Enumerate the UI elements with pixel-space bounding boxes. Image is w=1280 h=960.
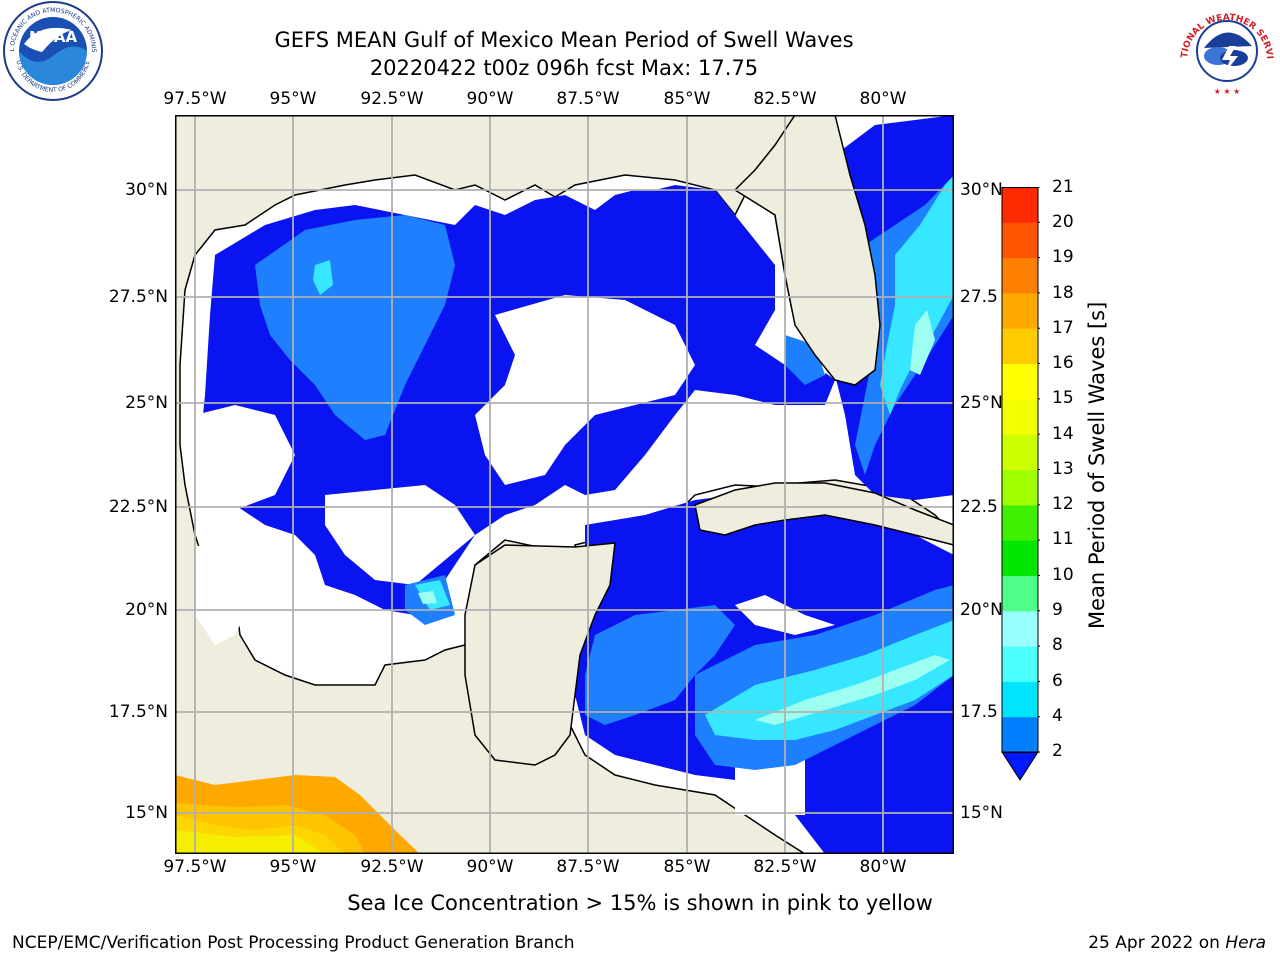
colorbar-tick: 14 bbox=[1052, 424, 1074, 444]
map-subtitle: 20220422 t00z 096h fcst Max: 17.75 bbox=[369, 56, 759, 80]
colorbar-extend-arrow bbox=[1001, 751, 1039, 781]
colorbar-labels: 21 20 19 18 17 16 15 14 13 12 11 10 9 8 … bbox=[1052, 177, 1102, 783]
lat-label-left: 30°N bbox=[125, 180, 168, 200]
colorbar-tick: 20 bbox=[1052, 212, 1074, 232]
graticule bbox=[175, 115, 954, 854]
colorbar-segment bbox=[1002, 469, 1038, 506]
colorbar-segment bbox=[1002, 504, 1038, 541]
lat-label-right: 27.5 bbox=[960, 287, 998, 307]
colorbar-tick: 15 bbox=[1052, 388, 1074, 408]
map-panel bbox=[175, 115, 954, 854]
florida-land bbox=[733, 115, 881, 386]
lat-label-right: 20°N bbox=[960, 600, 1003, 620]
lon-label-top: 85°W bbox=[663, 89, 711, 109]
yucatan-land bbox=[464, 542, 616, 766]
colorbar-segment bbox=[1002, 610, 1038, 647]
lon-label-bottom: 87.5°W bbox=[556, 857, 620, 877]
lon-label-bottom: 82.5°W bbox=[753, 857, 817, 877]
sea-ice-note: Sea Ice Concentration > 15% is shown in … bbox=[347, 891, 933, 915]
svg-text:★ ★ ★: ★ ★ ★ bbox=[1214, 87, 1241, 96]
sea-ice-lightorange bbox=[175, 803, 365, 854]
lat-label-right: 30°N bbox=[960, 180, 1003, 200]
lon-label-bottom: 80°W bbox=[859, 857, 907, 877]
noaa-logo: NATIONAL OCEANIC AND ATMOSPHERIC ADMINIS… bbox=[2, 0, 104, 102]
footer-host: Hera bbox=[1225, 933, 1266, 953]
cuba-land bbox=[694, 482, 954, 546]
colorbar-segment bbox=[1002, 257, 1038, 294]
lat-label-left: 17.5°N bbox=[108, 702, 168, 722]
colorbar-segment bbox=[1002, 646, 1038, 682]
colorbar-tick: 13 bbox=[1052, 459, 1074, 479]
lat-label-right: 15°N bbox=[960, 803, 1003, 823]
colorbar-segment bbox=[1002, 187, 1038, 223]
colorbar-segment bbox=[1002, 292, 1038, 329]
colorbar-tick: 11 bbox=[1052, 529, 1074, 549]
colorbar-segment bbox=[1002, 398, 1038, 435]
colorbar-segment bbox=[1002, 434, 1038, 470]
colorbar-segment bbox=[1002, 575, 1038, 612]
colorbar-segment bbox=[1002, 222, 1038, 259]
colorbar-tick: 2 bbox=[1052, 741, 1063, 761]
colorbar-tick: 6 bbox=[1052, 671, 1063, 691]
colorbar-tick: 21 bbox=[1052, 177, 1074, 197]
lat-label-left: 22.5°N bbox=[108, 497, 168, 517]
lon-label-top: 95°W bbox=[269, 89, 317, 109]
lon-label-top: 92.5°W bbox=[360, 89, 424, 109]
lon-label-bottom: 85°W bbox=[663, 857, 711, 877]
colorbar-segment bbox=[1002, 363, 1038, 400]
footer-credit: NCEP/EMC/Verification Post Processing Pr… bbox=[12, 933, 575, 953]
lat-label-right: 25°N bbox=[960, 393, 1003, 413]
lat-label-left: 20°N bbox=[125, 600, 168, 620]
lon-label-top: 90°W bbox=[466, 89, 514, 109]
colorbar-title: Mean Period of Swell Waves [s] bbox=[1085, 301, 1109, 629]
lat-label-right: 17.5 bbox=[960, 702, 998, 722]
colorbar-tick: 18 bbox=[1052, 283, 1074, 303]
colorbar-tick: 19 bbox=[1052, 247, 1074, 267]
lon-label-bottom: 92.5°W bbox=[360, 857, 424, 877]
colorbar bbox=[1000, 187, 1040, 783]
map-frame bbox=[175, 115, 954, 854]
colorbar-tick: 12 bbox=[1052, 494, 1074, 514]
colorbar-segment bbox=[1002, 328, 1038, 365]
footer-date: 25 Apr 2022 on Hera bbox=[1088, 933, 1266, 953]
colorbar-segment bbox=[1002, 716, 1038, 753]
footer-date-text: 25 Apr 2022 on bbox=[1088, 933, 1226, 953]
nws-logo: NATIONAL WEATHER SERVICE ★ ★ ★ bbox=[1176, 0, 1278, 102]
colorbar-segment bbox=[1002, 540, 1038, 576]
colorbar-svg bbox=[1001, 187, 1040, 781]
colorbar-tick: 16 bbox=[1052, 353, 1074, 373]
colorbar-tick: 10 bbox=[1052, 565, 1074, 585]
colorbar-tick: 17 bbox=[1052, 318, 1074, 338]
lon-label-top: 82.5°W bbox=[753, 89, 817, 109]
lon-label-bottom: 90°W bbox=[466, 857, 514, 877]
lat-label-left: 27.5°N bbox=[108, 287, 168, 307]
lon-label-top: 80°W bbox=[859, 89, 907, 109]
colorbar-tick: 8 bbox=[1052, 635, 1063, 655]
lat-label-right: 22.5 bbox=[960, 497, 998, 517]
map-title: GEFS MEAN Gulf of Mexico Mean Period of … bbox=[274, 28, 854, 52]
swell-band-8-9 bbox=[418, 310, 950, 725]
colorbar-tick: 9 bbox=[1052, 600, 1063, 620]
lat-label-left: 15°N bbox=[125, 803, 168, 823]
lon-label-bottom: 95°W bbox=[269, 857, 317, 877]
lat-label-left: 25°N bbox=[125, 393, 168, 413]
colorbar-segment bbox=[1002, 681, 1038, 718]
lon-label-bottom: 97.5°W bbox=[163, 857, 227, 877]
colorbar-tick: 4 bbox=[1052, 706, 1063, 726]
lon-label-top: 87.5°W bbox=[556, 89, 620, 109]
noaa-logo-text: NOAA bbox=[29, 28, 78, 46]
lon-label-top: 97.5°W bbox=[163, 89, 227, 109]
